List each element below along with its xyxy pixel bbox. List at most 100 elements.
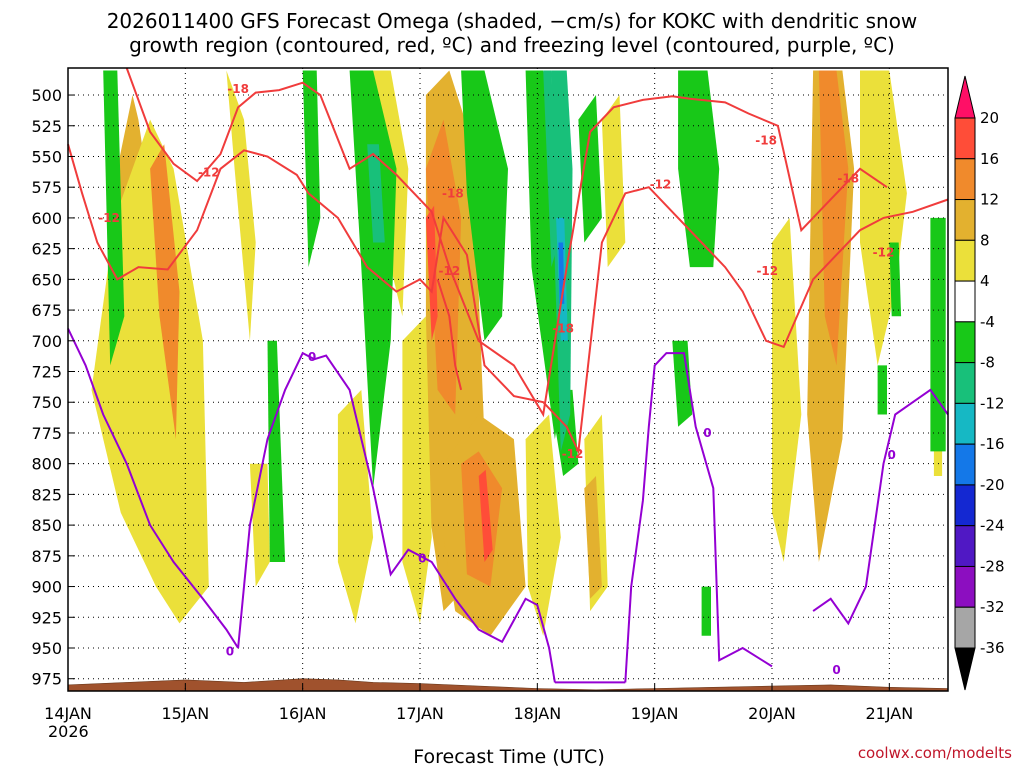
colorbar-tick-label: -16 [980,435,1005,453]
y-tick-label: 700 [31,332,62,351]
colorbar-bin [954,565,976,608]
y-tick-label: 900 [31,578,62,597]
omega-region-yellow [601,95,626,268]
freezing-contour-label: 0 [308,350,316,364]
colorbar-bin [954,606,976,649]
colorbar-bin [954,158,976,201]
colorbar-bin [954,402,976,445]
freezing-contour-label: 0 [226,645,234,659]
colorbar-bin [954,117,976,160]
omega-region-green [302,70,321,268]
colorbar-tick-label: 8 [980,231,990,249]
colorbar-bin [954,484,976,527]
y-tick-label: 975 [31,670,62,689]
omega-region-green [672,340,693,427]
freezing-level-contour-line [624,352,773,683]
y-tick-label: 950 [31,639,62,658]
dgz-contour-label: -18 [552,322,574,336]
contour-lines: -18 -12 -12 -18 -12 -18 -12 -12 -18 -12 -18 -12 0 0 0 0… [67,67,949,684]
omega-region-green [578,95,602,243]
freezing-level-contour-line [237,351,556,683]
dgz-contour-label: -12 [198,165,220,179]
omega-region-green [701,586,711,636]
colorbar-bin [954,362,976,404]
dgz-contour-line [125,67,888,418]
dgz-contour-label: -12 [562,447,584,461]
dgz-contour-label: -12 [438,264,460,278]
dgz-contour-label: -18 [755,133,777,147]
y-tick-label: 675 [31,301,62,320]
dgz-contour-line [67,143,949,455]
y-tick-label: 650 [31,270,62,289]
terrain-fill [67,678,949,692]
freezing-contour-label: 0 [703,426,711,440]
omega-region-gold [584,476,602,599]
omega-region-green [930,217,946,452]
dgz-contour-label: -12 [650,178,672,192]
y-tick-label: 625 [31,240,62,259]
y-tick-label: 875 [31,547,62,566]
colorbar-bin [954,321,976,364]
omega-region-teal [367,144,385,243]
y-tick-label: 750 [31,393,62,412]
colorbar-tick-label: 4 [980,272,990,290]
omega-region-yellow [249,463,270,587]
omega-region-yellow [226,70,256,341]
dgz-contour-label: -12 [98,211,120,225]
freezing-contour-label: 0 [888,448,896,462]
dgz-contour-label: -12 [873,245,895,259]
dgz-contour-label: -12 [756,264,778,278]
x-tick-label: 18JAN [513,704,561,723]
x-tick-label: 15JAN [161,704,209,723]
x-axis: 14JAN 15JAN 16JAN 17JAN 18JAN 19JAN 20JAN 21JAN [44,684,913,723]
omega-region-orange [150,144,180,440]
dgz-contour-label: -18 [227,82,249,96]
y-tick-label: 525 [31,117,62,136]
colorbar-tick-label: -36 [980,639,1005,657]
omega-region-yellow [772,217,802,562]
colorbar-bin [954,199,976,241]
x-tick-label: 21JAN [865,704,913,723]
plot-border [67,67,949,692]
y-tick-label: 600 [31,209,62,228]
colorbar-tick-label: -24 [980,517,1005,535]
y-tick-label: 550 [31,147,62,166]
x-tick-label: 20JAN [748,704,796,723]
y-tick-label: 500 [31,86,62,105]
y-tick-label: 825 [31,485,62,504]
omega-region-red [425,205,438,341]
y-axis: 500 525 550 575 600 625 650 675 700 725 750 775 800 8… [31,86,75,689]
x-tick-label: 14JAN [44,704,92,723]
y-tick-label: 725 [31,363,62,382]
freezing-level-contour-line [812,388,949,626]
colorbar: 20 16 12 8 4 -4 -8 -12 -16 -20 -24 -28 -32 -36 [954,75,1005,691]
omega-region-yellow [402,316,432,624]
terrain-polygon [67,678,949,692]
colorbar-tick-label: 20 [980,109,999,127]
y-tick-label: 775 [31,424,62,443]
x-tick-label: 17JAN [396,704,444,723]
x-tick-label: 16JAN [279,704,327,723]
colorbar-bin [954,525,976,567]
dgz-contour-line [436,279,463,391]
freezing-contour-label: 0 [832,663,840,677]
x-axis-title: Forecast Time (UTC) [413,746,604,768]
y-tick-label: 925 [31,608,62,627]
chart-title-line-2: growth region (contoured, red, ºC) and f… [129,33,895,57]
colorbar-over-triangle [954,75,976,119]
chart-title-line-1: 2026011400 GFS Forecast Omega (shaded, −… [107,9,918,33]
colorbar-under-triangle [954,647,976,691]
omega-region-green [889,242,902,317]
colorbar-bin [954,239,976,282]
colorbar-tick-label: -8 [980,354,995,372]
colorbar-tick-label: 12 [980,191,999,209]
y-tick-label: 800 [31,455,62,474]
dotted-grid [67,68,948,691]
colorbar-bin [954,443,976,486]
dgz-contour-label: -18 [442,186,464,200]
y-tick-label: 575 [31,178,62,197]
x-axis-year: 2026 [48,722,89,741]
y-tick-label: 850 [31,516,62,535]
credit-text: coolwx.com/modelts [858,744,1012,762]
colorbar-tick-label: -20 [980,476,1005,494]
